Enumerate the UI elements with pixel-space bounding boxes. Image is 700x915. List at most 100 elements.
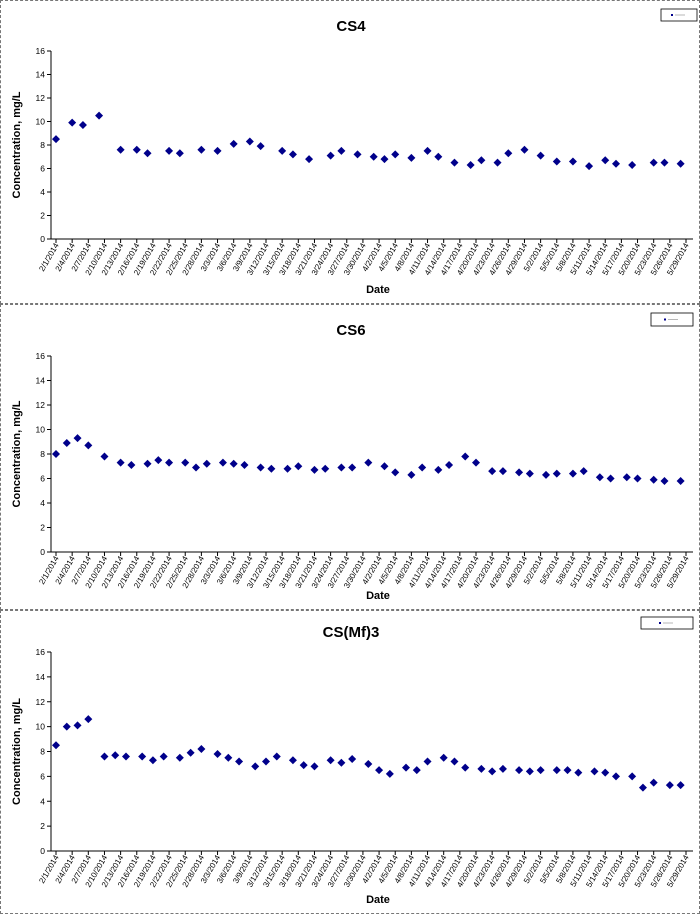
- data-point: [585, 162, 594, 171]
- data-point: [202, 459, 211, 468]
- data-point: [676, 476, 685, 485]
- data-point: [321, 464, 330, 473]
- data-point: [73, 721, 82, 730]
- y-tick-label: 4: [40, 498, 45, 508]
- data-point: [498, 467, 507, 476]
- data-point: [73, 434, 82, 443]
- y-tick-label: 12: [36, 697, 46, 707]
- data-point: [676, 781, 685, 790]
- y-tick-label: 14: [36, 376, 46, 386]
- data-point: [445, 461, 454, 470]
- y-axis-title: Concentration, mg/L: [11, 400, 23, 507]
- data-point: [380, 462, 389, 471]
- data-point: [412, 766, 421, 775]
- data-point: [143, 149, 152, 158]
- data-point: [407, 153, 416, 162]
- data-point: [111, 751, 120, 760]
- data-point: [536, 766, 545, 775]
- data-point: [364, 458, 373, 467]
- data-point: [649, 475, 658, 484]
- data-point: [676, 159, 685, 168]
- data-point: [288, 150, 297, 159]
- data-point: [181, 458, 190, 467]
- data-point: [229, 459, 238, 468]
- data-point: [649, 158, 658, 167]
- x-axis-title: Date: [366, 894, 390, 906]
- y-tick-label: 12: [36, 93, 46, 103]
- data-point: [175, 149, 184, 158]
- y-tick-label: 2: [40, 523, 45, 533]
- data-point: [477, 156, 486, 165]
- data-point: [186, 748, 195, 757]
- data-point: [159, 752, 168, 761]
- y-tick-label: 8: [40, 747, 45, 757]
- data-point: [515, 468, 524, 477]
- y-axis-title: Concentration, mg/L: [11, 698, 23, 805]
- data-point: [552, 469, 561, 478]
- data-point: [148, 756, 157, 765]
- y-tick-label: 6: [40, 474, 45, 484]
- y-tick-label: 4: [40, 187, 45, 197]
- y-tick-label: 6: [40, 164, 45, 174]
- y-tick-label: 10: [36, 117, 46, 127]
- y-tick-label: 16: [36, 647, 46, 657]
- data-point: [590, 767, 599, 776]
- chart-panel-cs6: CS6 0 2 4 6 8 10 12 14 16 2/1/2014 2/4/2014 2/7/2014…: [0, 304, 700, 610]
- data-point: [504, 149, 513, 158]
- y-tick-label: 10: [36, 722, 46, 732]
- data-point: [568, 157, 577, 166]
- data-point: [175, 753, 184, 762]
- data-point: [633, 474, 642, 483]
- y-tick-label: 14: [36, 70, 46, 80]
- chart-title: CS(Mf)3: [323, 624, 380, 641]
- data-point: [197, 145, 206, 154]
- data-point: [423, 146, 432, 155]
- data-point: [434, 465, 443, 474]
- data-point: [660, 158, 669, 167]
- data-point: [665, 781, 674, 790]
- data-point: [122, 752, 130, 761]
- data-point: [62, 438, 71, 447]
- data-point: [364, 759, 373, 768]
- legend-marker: [659, 622, 661, 624]
- data-point: [542, 470, 550, 479]
- data-point: [84, 441, 93, 450]
- data-point: [213, 749, 222, 758]
- data-point: [477, 764, 486, 773]
- x-axis-title: Date: [366, 590, 390, 602]
- data-point: [568, 469, 577, 478]
- chart-panel-cs4: CS4 0 2 4 6 8 10 12 14 16 2/1/2014 2/4/2014 2/7/2014…: [0, 0, 700, 304]
- data-point: [536, 151, 545, 160]
- y-tick-label: 4: [40, 796, 45, 806]
- data-point: [628, 160, 637, 169]
- data-point: [116, 458, 125, 467]
- chart-csmf3: CS(Mf)302468101214162/1/20142/4/20142/7/…: [11, 616, 694, 906]
- y-axis-title: Concentration, mg/L: [11, 91, 23, 198]
- data-point: [310, 465, 319, 474]
- data-point: [488, 467, 497, 476]
- data-point: [267, 464, 276, 473]
- data-point: [256, 142, 265, 151]
- x-axis-title: Date: [366, 284, 390, 296]
- y-tick-label: 8: [40, 449, 45, 459]
- data-point: [78, 121, 87, 130]
- data-point: [326, 151, 335, 160]
- chart-title: CS6: [336, 322, 365, 339]
- data-point: [552, 766, 561, 775]
- data-point: [337, 146, 346, 155]
- data-point: [100, 752, 109, 761]
- data-point: [466, 160, 475, 169]
- y-tick-label: 10: [36, 425, 46, 435]
- data-point: [450, 158, 459, 167]
- data-point: [116, 145, 125, 154]
- data-point: [138, 752, 147, 761]
- data-point: [224, 753, 233, 762]
- data-point: [402, 763, 410, 772]
- y-tick-label: 2: [40, 821, 45, 831]
- data-point: [84, 715, 93, 724]
- data-point: [52, 741, 60, 750]
- data-point: [132, 145, 141, 154]
- data-point: [353, 150, 362, 159]
- data-point: [294, 462, 303, 471]
- data-point: [143, 459, 152, 468]
